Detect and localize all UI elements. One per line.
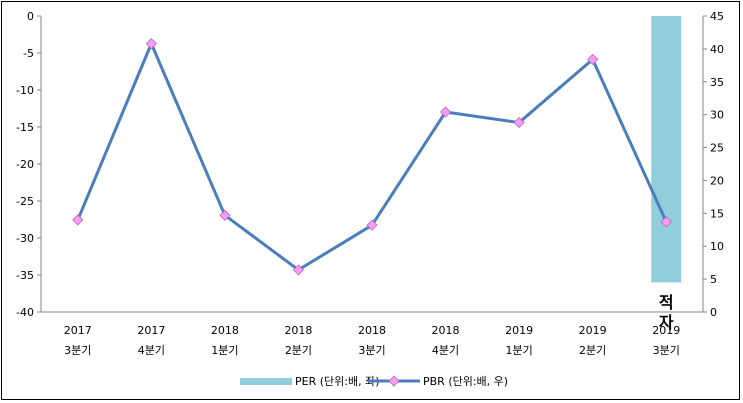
x-tick-label-quarter: 1분기 <box>211 344 238 357</box>
left-tick-label: -35 <box>16 269 34 282</box>
annotation: 적자 <box>659 293 674 332</box>
annotation-char: 적 <box>659 293 674 312</box>
x-tick-label-year: 2019 <box>652 324 680 337</box>
x-tick-label-year: 2017 <box>137 324 165 337</box>
left-tick-label: -25 <box>16 195 34 208</box>
right-tick-label: 30 <box>710 109 724 122</box>
pbr-series-line <box>76 42 668 272</box>
x-tick-label-quarter: 3분기 <box>64 344 91 357</box>
pbr-point <box>660 216 672 228</box>
left-tick-label: -30 <box>16 232 34 245</box>
left-tick-label: -10 <box>16 84 34 97</box>
left-tick-label: -5 <box>23 47 34 60</box>
left-tick-label: -40 <box>16 306 34 319</box>
right-tick-label: 10 <box>710 240 724 253</box>
pbr-point <box>587 53 599 65</box>
x-tick-label-year: 2017 <box>64 324 92 337</box>
right-tick-label: 35 <box>710 76 724 89</box>
right-tick-label: 20 <box>710 174 724 187</box>
pbr-point <box>145 38 157 50</box>
x-tick-label-quarter: 3분기 <box>653 344 680 357</box>
pbr-line <box>72 38 672 276</box>
x-tick-label-quarter: 3분기 <box>358 344 385 357</box>
x-tick-label-year: 2019 <box>505 324 533 337</box>
right-tick-label: 45 <box>710 10 724 23</box>
left-tick-label: -20 <box>16 158 34 171</box>
left-tick-label: 0 <box>27 10 34 23</box>
right-tick-label: 5 <box>710 273 717 286</box>
pbr-point <box>366 219 378 231</box>
pbr-point <box>513 116 525 129</box>
per-bar <box>651 16 682 283</box>
right-tick-label: 40 <box>710 43 724 56</box>
pbr-point <box>292 264 305 276</box>
axes: 0 -5 -10 -15 -20 -25 -30 -35 -40 0 5 10 15 20 25 30 35 40… <box>16 10 724 357</box>
x-tick-label-year: 2018 <box>211 324 239 337</box>
right-tick-label: 0 <box>710 306 717 319</box>
right-tick-label: 15 <box>710 207 724 220</box>
annotation-char: 자 <box>659 313 674 332</box>
x-tick-label-quarter: 4분기 <box>138 344 165 357</box>
x-tick-label-quarter: 2분기 <box>285 344 312 357</box>
x-tick-label-year: 2018 <box>358 324 386 337</box>
legend-label-per: PER (단위:배, 좌) <box>295 375 380 388</box>
legend: PER (단위:배, 좌) PBR (단위:배, 우) <box>240 375 508 388</box>
pbr-point <box>439 106 452 118</box>
x-tick-label-quarter: 1분기 <box>505 344 532 357</box>
pbr-point <box>219 209 231 221</box>
legend-marker-pbr <box>388 375 400 387</box>
legend-label-pbr: PBR (단위:배, 우) <box>423 375 508 388</box>
per-bars <box>651 16 682 283</box>
x-tick-label-quarter: 4분기 <box>432 344 459 357</box>
legend-swatch-per <box>240 378 292 385</box>
x-tick-label-quarter: 2분기 <box>579 344 606 357</box>
pbr-point <box>72 214 84 226</box>
x-tick-label-year: 2018 <box>284 324 312 337</box>
right-tick-label: 25 <box>710 142 724 155</box>
x-tick-label-year: 2019 <box>579 324 607 337</box>
left-tick-label: -15 <box>16 121 34 134</box>
x-tick-label-year: 2018 <box>432 324 460 337</box>
